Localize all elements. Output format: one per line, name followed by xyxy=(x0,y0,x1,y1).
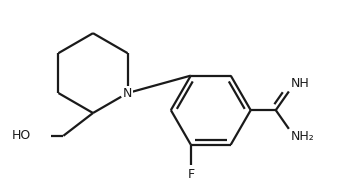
Text: NH₂: NH₂ xyxy=(291,130,315,143)
Text: F: F xyxy=(187,168,194,181)
Text: NH: NH xyxy=(291,77,310,90)
Text: N: N xyxy=(123,87,132,100)
Text: HO: HO xyxy=(12,129,31,142)
